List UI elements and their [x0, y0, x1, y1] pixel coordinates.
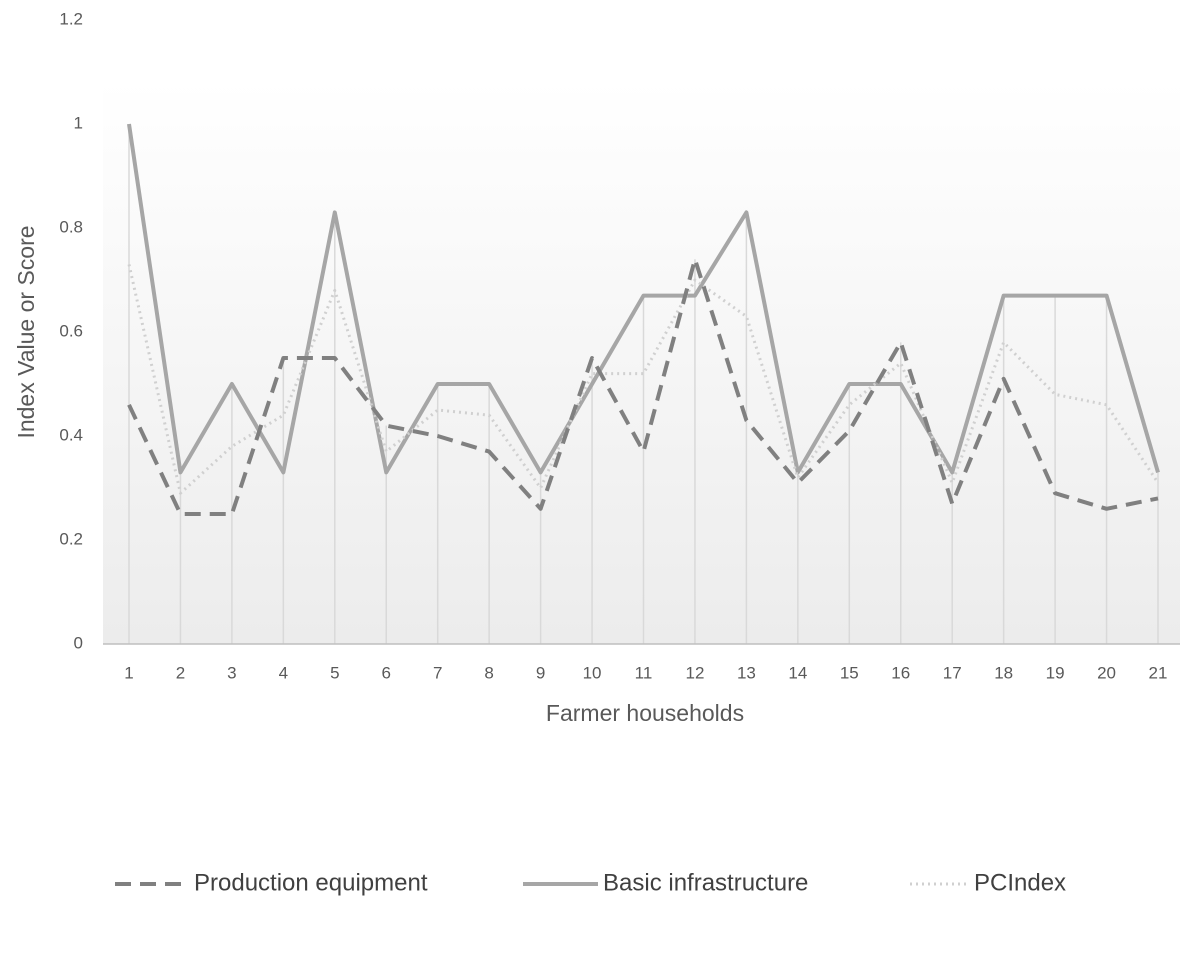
x-tick-label: 10: [583, 663, 602, 682]
x-tick-label: 13: [737, 663, 756, 682]
x-tick-label: 7: [433, 663, 442, 682]
y-tick-label: 1.2: [59, 9, 83, 28]
y-tick-label: 1: [74, 113, 83, 132]
x-axis-title: Farmer households: [546, 700, 744, 726]
x-tick-label: 11: [635, 663, 653, 682]
x-tick-label: 4: [279, 663, 288, 682]
x-tick-label: 18: [994, 663, 1013, 682]
x-tick-label: 15: [840, 663, 859, 682]
x-tick-label: 16: [891, 663, 910, 682]
x-tick-label: 14: [788, 663, 807, 682]
x-tick-label: 1: [124, 663, 133, 682]
y-tick-label: 0: [74, 633, 83, 652]
x-tick-label: 9: [536, 663, 545, 682]
series-line: [127, 257, 1159, 516]
y-tick-label: 0.4: [59, 425, 83, 444]
y-tick-label: 0.2: [59, 529, 83, 548]
x-tick-label: 6: [382, 663, 391, 682]
legend-label: PCIndex: [974, 869, 1066, 896]
legend-label: Production equipment: [194, 869, 428, 896]
x-tick-label: 3: [227, 663, 236, 682]
series-line: [127, 264, 1160, 495]
plot-background: [103, 80, 1180, 644]
y-tick-label: 0.8: [59, 217, 83, 236]
x-tick-label: 20: [1097, 663, 1116, 682]
legend-label: Basic infrastructure: [603, 869, 808, 896]
y-axis-title: Index Value or Score: [13, 225, 39, 438]
y-tick-label: 0.6: [59, 321, 83, 340]
x-tick-label: 2: [176, 663, 185, 682]
x-tick-label: 21: [1149, 663, 1168, 682]
x-tick-label: 12: [685, 663, 704, 682]
x-tick-label: 5: [330, 663, 339, 682]
series-line: [127, 123, 1160, 475]
x-tick-label: 19: [1046, 663, 1065, 682]
x-tick-label: 8: [484, 663, 493, 682]
x-tick-label: 17: [943, 663, 962, 682]
